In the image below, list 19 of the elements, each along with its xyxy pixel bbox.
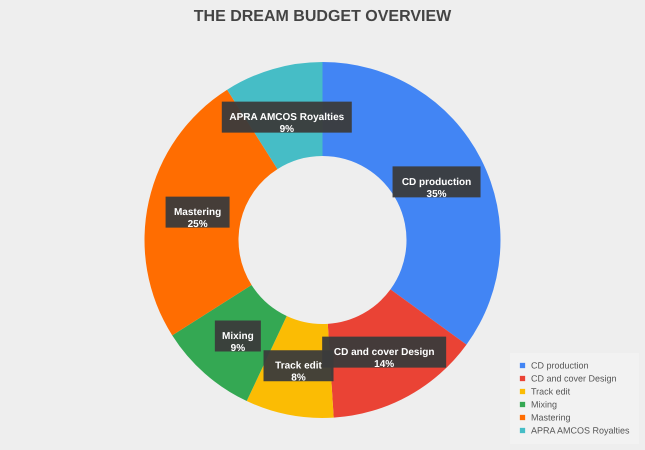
data-label: 8%	[291, 372, 306, 384]
legend-label: Mixing	[531, 400, 558, 410]
data-label: 14%	[374, 359, 394, 370]
legend-label: Mastering	[531, 412, 571, 422]
data-label: 35%	[426, 188, 447, 200]
slice-label: CD and cover Design	[334, 347, 434, 358]
legend-label: APRA AMCOS Royalties	[531, 426, 630, 436]
data-label: 9%	[230, 343, 246, 354]
legend-label: CD and cover Design	[531, 374, 617, 384]
slice-label: APRA AMCOS Royalties	[229, 112, 345, 124]
legend-label: CD production	[531, 360, 589, 370]
slice-label: Track edit	[275, 360, 323, 372]
chart-title: THE DREAM BUDGET OVERVIEW	[194, 8, 452, 25]
slice-label: CD production	[402, 176, 472, 188]
slice-label: Mixing	[222, 331, 254, 342]
data-label: 25%	[188, 219, 208, 230]
slice-label: Mastering	[174, 207, 222, 218]
data-label: 9%	[280, 124, 294, 136]
legend-label: Track edit	[531, 386, 571, 396]
